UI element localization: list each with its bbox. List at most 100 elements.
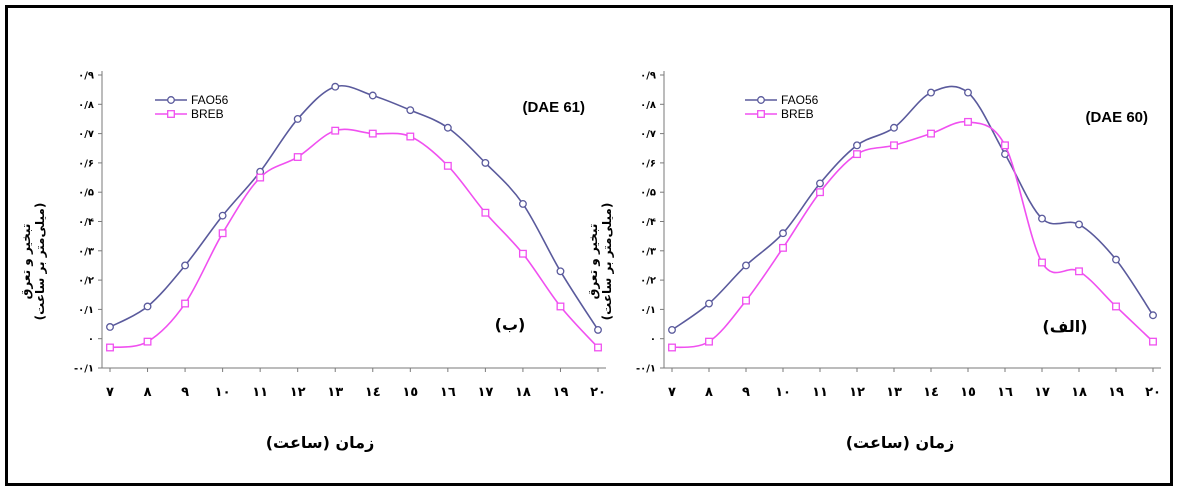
data-point-fao56 bbox=[1149, 311, 1157, 320]
data-point-fao56 bbox=[518, 199, 527, 208]
data-point-fao56 bbox=[406, 106, 415, 115]
x-axis-label: زمان (ساعت) bbox=[266, 433, 375, 452]
data-point-fao56 bbox=[705, 299, 713, 308]
chart-panel-2: -۰/۱ ۰ ۰/۱ ۰/۲ ۰/۳ ۰/۴ ۰/۵ ۰/۶ ۰/۷ ۰/۸ ۰/۹ ۷ ۸ ۹ ۱۰ ۱۱ ۱… bbox=[586, 71, 1161, 452]
y-tick-label: -۰/۱ bbox=[74, 364, 94, 375]
y-tick-label: ۰/۵ bbox=[78, 188, 94, 199]
data-point-breb bbox=[1112, 302, 1120, 311]
x-tick-label: ۱۷ bbox=[477, 385, 493, 400]
y-axis-label-line2: (میلی‌متر بر ساعت) bbox=[33, 203, 47, 321]
y-tick-label: ۰/۷ bbox=[640, 129, 656, 140]
data-point-fao56 bbox=[218, 211, 227, 220]
y-tick-label: ۰/۱ bbox=[640, 305, 656, 316]
legend-marker-breb bbox=[757, 110, 765, 118]
data-point-breb bbox=[218, 229, 227, 238]
data-point-fao56 bbox=[779, 229, 787, 238]
data-point-fao56 bbox=[443, 123, 452, 132]
data-point-fao56 bbox=[964, 88, 972, 97]
y-tick-label: ۰/۶ bbox=[78, 158, 94, 169]
x-tick-label: ۱٤ bbox=[365, 385, 381, 400]
data-point-breb bbox=[1149, 337, 1157, 346]
x-tick-label: ۱۱ bbox=[812, 385, 828, 400]
data-point-fao56 bbox=[1075, 220, 1083, 229]
series-line-breb bbox=[671, 120, 1154, 349]
data-point-breb bbox=[742, 296, 750, 305]
legend-label-breb: BREB bbox=[781, 107, 814, 121]
data-point-breb bbox=[331, 126, 340, 135]
data-point-breb bbox=[594, 343, 602, 352]
data-point-breb bbox=[181, 299, 190, 308]
y-tick-label: ۰ bbox=[88, 334, 94, 345]
data-point-fao56 bbox=[106, 323, 114, 331]
y-tick-label: ۰/۹ bbox=[640, 71, 656, 82]
x-tick-label: ۹ bbox=[742, 385, 750, 400]
x-tick-label: ۱٦ bbox=[997, 385, 1013, 400]
legend-marker-fao56 bbox=[167, 96, 175, 104]
y-tick-label: ۰/۵ bbox=[640, 188, 656, 199]
x-tick-label: ۷ bbox=[668, 385, 676, 400]
data-point-breb bbox=[518, 249, 527, 258]
y-axis-label-line2: (میلی‌متر بر ساعت) bbox=[600, 203, 614, 321]
y-tick-label: ۰/۲ bbox=[640, 276, 656, 287]
series-line-fao56 bbox=[671, 85, 1154, 331]
data-point-fao56 bbox=[181, 261, 190, 270]
x-tick-label: ۸ bbox=[705, 385, 713, 400]
x-tick-label: ۹ bbox=[181, 385, 189, 400]
data-point-breb bbox=[1001, 141, 1009, 150]
y-tick-label: ۰/۸ bbox=[640, 100, 656, 111]
y-tick-label: ۰/۱ bbox=[78, 305, 94, 316]
legend-label-fao56: FAO56 bbox=[191, 93, 229, 107]
data-point-fao56 bbox=[1112, 255, 1120, 264]
data-point-fao56 bbox=[293, 114, 302, 123]
data-point-breb bbox=[816, 188, 824, 197]
x-axis-label: زمان (ساعت) bbox=[846, 433, 955, 452]
data-point-fao56 bbox=[853, 141, 861, 150]
y-tick-label: -۰/۱ bbox=[636, 364, 656, 375]
data-point-breb bbox=[256, 173, 265, 182]
data-point-breb bbox=[890, 141, 898, 150]
dae-annotation: (DAE 60) bbox=[1085, 109, 1148, 126]
x-tick-label: ۱۰ bbox=[775, 385, 791, 400]
data-point-fao56 bbox=[890, 123, 898, 132]
y-tick-label: ۰/۳ bbox=[78, 246, 94, 257]
x-tick-label: ۱٦ bbox=[440, 385, 456, 400]
data-point-breb bbox=[927, 129, 935, 138]
x-tick-label: ۱۷ bbox=[1034, 385, 1050, 400]
data-point-breb bbox=[443, 161, 452, 170]
x-tick-label: ۷ bbox=[106, 385, 114, 400]
panel-label: (الف) bbox=[1042, 317, 1087, 336]
data-point-breb bbox=[556, 302, 565, 311]
x-tick-label: ۱۸ bbox=[1071, 385, 1087, 400]
data-point-fao56 bbox=[816, 179, 824, 188]
legend-label-fao56: FAO56 bbox=[781, 93, 819, 107]
data-point-fao56 bbox=[668, 325, 676, 334]
y-tick-label: ۰/۷ bbox=[78, 129, 94, 140]
data-point-fao56 bbox=[368, 91, 377, 100]
y-tick-label: ۰/۴ bbox=[640, 217, 656, 228]
x-tick-label: ۱٥ bbox=[960, 385, 976, 400]
y-tick-label: ۰/۹ bbox=[78, 71, 94, 82]
data-point-breb bbox=[143, 337, 152, 346]
x-tick-label: ۸ bbox=[144, 385, 152, 400]
x-tick-label: ۲۰ bbox=[590, 385, 606, 400]
data-point-fao56 bbox=[1038, 214, 1046, 223]
x-tick-label: ۱۹ bbox=[1108, 385, 1124, 400]
x-tick-label: ۱۱ bbox=[252, 385, 268, 400]
y-tick-label: ۰ bbox=[650, 334, 656, 345]
y-tick-label: ۰/۴ bbox=[78, 217, 94, 228]
x-tick-label: ۱۲ bbox=[849, 385, 865, 400]
legend-label-breb: BREB bbox=[191, 107, 224, 121]
data-point-fao56 bbox=[331, 82, 340, 91]
y-tick-label: ۰/۲ bbox=[78, 276, 94, 287]
data-point-breb bbox=[368, 129, 377, 138]
data-point-fao56 bbox=[556, 267, 565, 276]
y-axis-label-line1: تبخیر و تعرق bbox=[586, 224, 601, 300]
data-point-breb bbox=[1075, 267, 1083, 276]
data-point-breb bbox=[293, 153, 302, 161]
dae-annotation: (DAE 61) bbox=[522, 99, 585, 116]
y-tick-label: ۰/۳ bbox=[640, 246, 656, 257]
data-point-breb bbox=[406, 132, 415, 141]
x-tick-label: ۱۹ bbox=[553, 385, 569, 400]
x-tick-label: ۱۲ bbox=[290, 385, 306, 400]
